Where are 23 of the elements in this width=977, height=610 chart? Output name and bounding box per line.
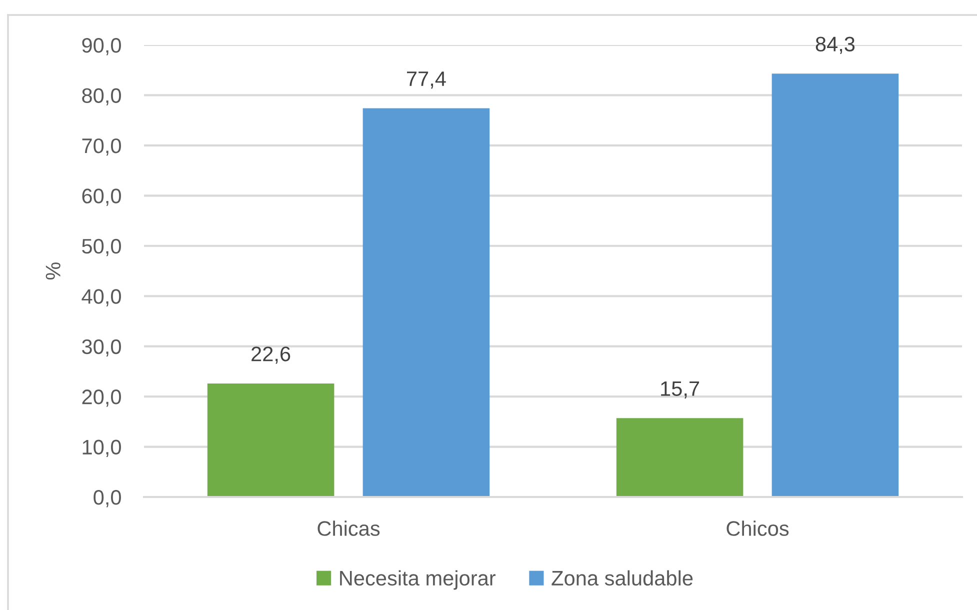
bar <box>616 418 744 497</box>
y-tick-label: 40,0 <box>82 289 121 306</box>
bar <box>362 108 490 497</box>
bar <box>207 384 334 497</box>
y-tick-label: 70,0 <box>82 138 121 156</box>
y-tick-label: 90,0 <box>82 38 121 56</box>
data-label: 84,3 <box>816 36 855 54</box>
y-tick-label: 50,0 <box>82 238 121 256</box>
x-tick-label: Chicas <box>318 520 380 536</box>
y-tick-label: 10,0 <box>82 440 121 457</box>
x-tick-label: Chicos <box>726 520 789 536</box>
y-tick-label: 0,0 <box>94 490 121 508</box>
legend-label: Zona saludable <box>552 570 693 586</box>
data-label: 22,6 <box>252 346 290 364</box>
data-label: 15,7 <box>661 381 700 398</box>
y-tick-label: 60,0 <box>82 188 121 206</box>
y-tick-label: 80,0 <box>82 88 121 106</box>
y-axis-title: % <box>46 262 60 280</box>
y-tick-label: 20,0 <box>82 390 121 407</box>
legend-label: Necesita mejorar <box>340 570 496 590</box>
data-label: 77,4 <box>407 72 446 89</box>
y-tick-label: 30,0 <box>82 339 121 357</box>
bar <box>772 74 899 497</box>
